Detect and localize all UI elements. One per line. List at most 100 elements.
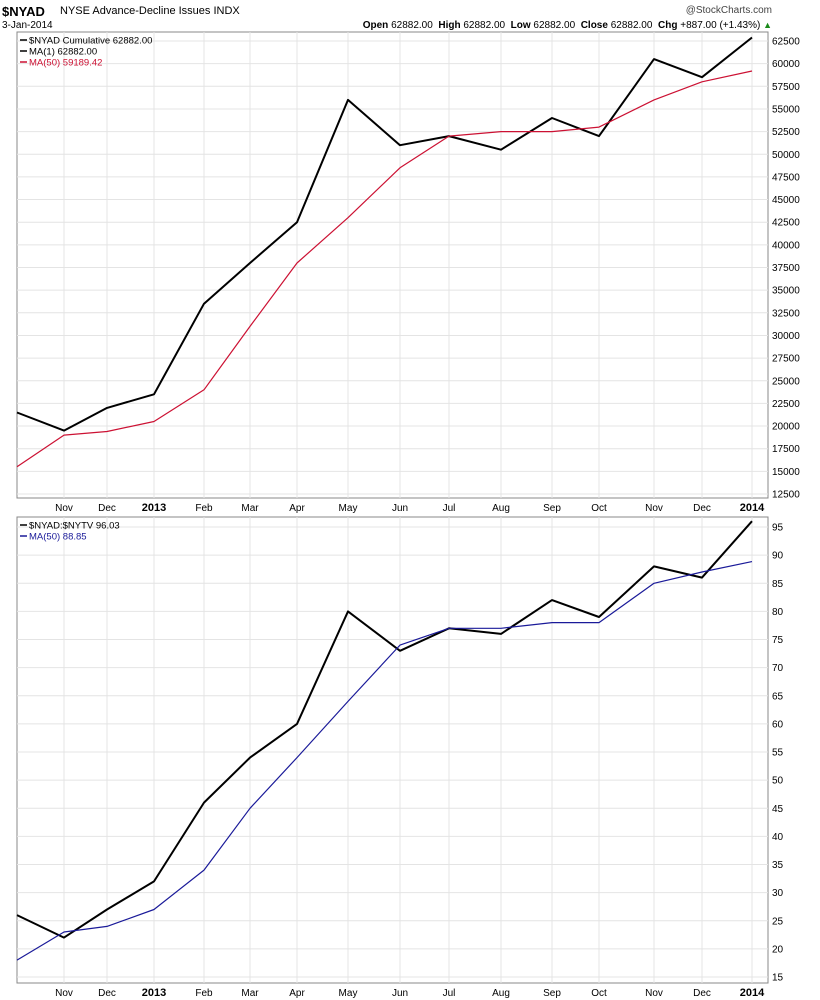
y-tick-label: 62500 — [772, 37, 800, 48]
y-tick-label: 50 — [772, 776, 784, 787]
legend-entry: $NYAD Cumulative 62882.00 — [29, 36, 152, 47]
y-tick-label: 57500 — [772, 82, 800, 93]
chart-panel-1: 12500 15000 17500 20000 22500 25000 27500 30000… — [16, 31, 800, 514]
x-tick-label: May — [339, 503, 358, 514]
legend-entry: $NYAD:$NYTV 96.03 — [29, 521, 120, 532]
y-tick-label: 52500 — [772, 127, 800, 138]
x-tick-label: Jun — [392, 503, 408, 514]
y-tick-label: 55 — [772, 748, 784, 759]
series-line-ma-1- — [16, 36, 753, 432]
y-tick-label: 40000 — [772, 240, 800, 251]
chg-label: Chg — [658, 20, 678, 31]
y-tick-label: 30 — [772, 888, 784, 899]
y-tick-label: 35000 — [772, 286, 800, 297]
ticker-description: NYSE Advance-Decline Issues INDX — [60, 5, 240, 17]
x-tick-label: Dec — [693, 503, 711, 514]
y-tick-label: 35 — [772, 860, 784, 871]
x-tick-label: Dec — [98, 503, 116, 514]
x-tick-label: Oct — [591, 988, 607, 999]
series-line-ma-50- — [16, 70, 753, 468]
y-tick-label: 55000 — [772, 104, 800, 115]
y-tick-label: 85 — [772, 579, 784, 590]
x-tick-label: Oct — [591, 503, 607, 514]
y-tick-label: 20000 — [772, 422, 800, 433]
series-line--nyad-nytv — [16, 520, 753, 939]
series-line-ma-50- — [16, 561, 753, 961]
y-tick-label: 40 — [772, 832, 784, 843]
x-tick-label: Feb — [195, 988, 213, 999]
high-label: High — [438, 20, 461, 31]
x-tick-label: Nov — [55, 503, 73, 514]
y-tick-label: 65 — [772, 691, 784, 702]
y-tick-label: 80 — [772, 607, 784, 618]
up-arrow-icon: ▲ — [763, 20, 772, 30]
x-tick-label: May — [339, 988, 358, 999]
low-label: Low — [510, 20, 531, 31]
y-tick-label: 45 — [772, 804, 784, 815]
y-tick-label: 42500 — [772, 218, 800, 229]
x-tick-label: 2013 — [142, 502, 166, 514]
x-tick-label: Dec — [98, 988, 116, 999]
y-tick-label: 22500 — [772, 399, 800, 410]
y-tick-label: 25000 — [772, 376, 800, 387]
y-tick-label: 37500 — [772, 263, 800, 274]
x-tick-label: Jul — [443, 503, 456, 514]
ticker-symbol: $NYAD — [2, 4, 45, 19]
close-label: Close — [580, 20, 608, 31]
x-tick-label: 2014 — [740, 987, 765, 999]
x-tick-label: Aug — [492, 503, 510, 514]
close-value: 62882.00 — [610, 20, 653, 31]
y-tick-label: 50000 — [772, 150, 800, 161]
y-tick-label: 90 — [772, 551, 784, 562]
x-tick-label: Nov — [55, 988, 73, 999]
description-text: NYSE Advance-Decline Issues — [60, 5, 211, 17]
ohlc-readout: Open 62882.00 High 62882.00 Low 62882.00… — [363, 20, 772, 31]
y-tick-label: 25 — [772, 916, 784, 927]
low-value: 62882.00 — [533, 20, 576, 31]
y-tick-label: 45000 — [772, 195, 800, 206]
y-tick-label: 32500 — [772, 308, 800, 319]
x-tick-label: Aug — [492, 988, 510, 999]
chart-panel-2: 15 20 25 30 35 40 45 50 55 60 65 70 75 80 85 90 95 Nov Dec… — [16, 516, 784, 999]
y-tick-label: 47500 — [772, 172, 800, 183]
x-tick-label: Apr — [289, 503, 305, 514]
open-label: Open — [362, 20, 389, 31]
x-tick-label: Dec — [693, 988, 711, 999]
x-tick-label: Jul — [443, 988, 456, 999]
y-tick-label: 15 — [772, 973, 784, 984]
y-tick-label: 95 — [772, 523, 784, 534]
open-value: 62882.00 — [391, 20, 433, 31]
plot-frame — [16, 31, 769, 499]
y-tick-label: 75 — [772, 635, 784, 646]
y-tick-label: 12500 — [772, 490, 800, 501]
x-tick-label: Nov — [645, 988, 663, 999]
x-tick-label: Sep — [543, 988, 561, 999]
y-tick-label: 60000 — [772, 59, 800, 70]
x-tick-label: Apr — [289, 988, 305, 999]
high-value: 62882.00 — [463, 20, 506, 31]
x-tick-label: Mar — [241, 988, 259, 999]
x-tick-label: Nov — [645, 503, 663, 514]
chart-date: 3-Jan-2014 — [2, 20, 53, 31]
legend-entry: MA(50) 88.85 — [29, 532, 87, 543]
exchange-label: INDX — [213, 5, 240, 17]
x-tick-label: 2014 — [740, 502, 765, 514]
y-tick-label: 27500 — [772, 354, 800, 365]
stockcharts-credit: @StockCharts.com — [685, 5, 772, 16]
plot-frame — [16, 516, 769, 984]
y-tick-label: 70 — [772, 663, 784, 674]
x-tick-label: Jun — [392, 988, 408, 999]
y-tick-label: 17500 — [772, 444, 800, 455]
y-tick-label: 15000 — [772, 467, 800, 478]
chart-header: $NYAD NYSE Advance-Decline Issues INDX @… — [2, 4, 772, 32]
x-tick-label: Mar — [241, 503, 259, 514]
legend-entry: MA(50) 59189.42 — [29, 58, 102, 69]
chg-value: +887.00 (+1.43%) — [680, 20, 761, 31]
y-tick-label: 30000 — [772, 331, 800, 342]
legend-entry: MA(1) 62882.00 — [29, 47, 97, 58]
x-tick-label: Feb — [195, 503, 213, 514]
x-tick-label: Sep — [543, 503, 561, 514]
